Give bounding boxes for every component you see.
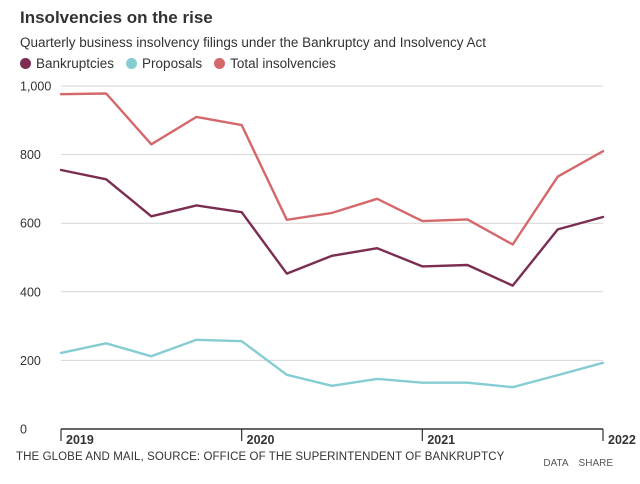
- series-line-bankruptcies: [59, 168, 605, 287]
- chart-title: Insolvencies on the rise: [20, 8, 213, 27]
- x-tick-label-2019: 2019: [66, 433, 94, 447]
- y-tick-label-1000: 1,000: [20, 80, 51, 94]
- legend-dot-proposals: [126, 58, 138, 69]
- y-tick-label-0: 0: [20, 423, 27, 437]
- chart-actions: DATA SHARE: [543, 458, 613, 469]
- data-link[interactable]: DATA: [543, 458, 569, 469]
- legend: Bankruptcies Proposals Total insolvencie…: [20, 56, 348, 71]
- source-note: THE GLOBE AND MAIL, SOURCE: OFFICE OF TH…: [16, 451, 505, 463]
- series-line-total-insolvencies: [59, 92, 605, 246]
- legend-dot-total-insolvencies: [214, 58, 226, 69]
- legend-label-total-insolvencies: Total insolvencies: [230, 56, 336, 71]
- y-tick-label-600: 600: [20, 217, 41, 231]
- legend-label-bankruptcies: Bankruptcies: [36, 56, 115, 71]
- y-tick-label-200: 200: [20, 354, 41, 368]
- legend-dot-bankruptcies: [20, 58, 31, 69]
- legend-label-proposals: Proposals: [142, 56, 203, 71]
- chart-subtitle: Quarterly business insolvency filings un…: [20, 35, 486, 50]
- legend-item-bankruptcies: Bankruptcies: [20, 56, 114, 71]
- y-tick-label-800: 800: [20, 148, 41, 162]
- legend-item-proposals: Proposals: [126, 56, 202, 71]
- x-tick-label-2022: 2022: [608, 433, 636, 447]
- x-tick-label-2020: 2020: [247, 433, 275, 447]
- x-tick-label-2021: 2021: [427, 433, 455, 447]
- legend-item-total-insolvencies: Total insolvencies: [214, 56, 336, 71]
- y-tick-label-400: 400: [20, 285, 41, 299]
- share-link[interactable]: SHARE: [578, 458, 613, 469]
- series-line-proposals: [59, 338, 605, 389]
